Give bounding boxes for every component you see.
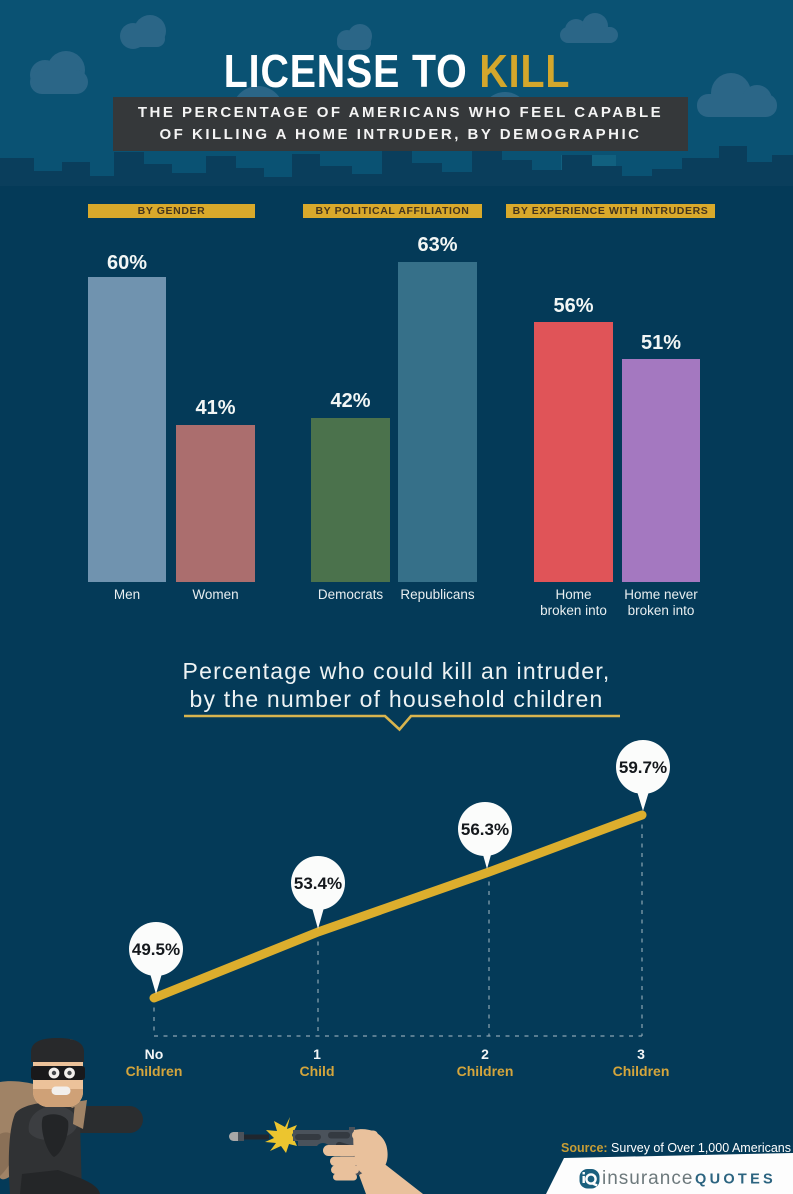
svg-text:59.7%: 59.7% xyxy=(619,758,667,777)
svg-text:insurance: insurance xyxy=(602,1168,693,1189)
svg-text:49.5%: 49.5% xyxy=(132,940,180,959)
svg-text:53.4%: 53.4% xyxy=(294,874,342,893)
svg-text:QUOTES: QUOTES xyxy=(695,1172,776,1188)
svg-text:56.3%: 56.3% xyxy=(461,820,509,839)
